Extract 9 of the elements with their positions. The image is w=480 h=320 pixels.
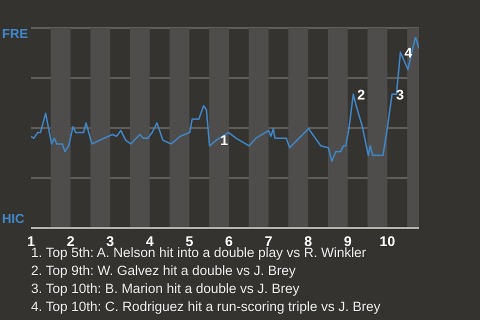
annotation: 3: [396, 86, 404, 102]
text: HIC: [2, 211, 24, 226]
text: 2. Top 9th: W. Galvez hit a double vs J. Brey: [31, 262, 297, 280]
x-tick-label: 10: [380, 233, 396, 249]
annotation: 2: [357, 86, 366, 102]
annotation: 1: [220, 132, 228, 148]
text: 4. Top 10th: C. Rodriguez hit a run-scoring triple vs J. Brey: [31, 298, 380, 316]
text: FRE: [2, 26, 28, 41]
text: 3. Top 10th: B. Marion hit a double vs J. Brey: [31, 280, 300, 298]
